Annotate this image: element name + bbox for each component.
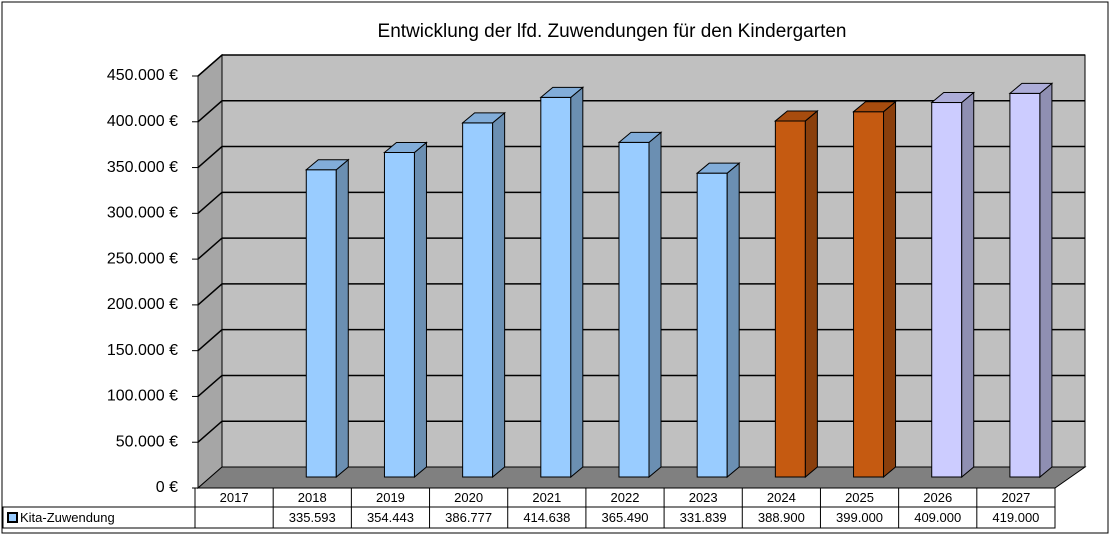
bar-side <box>335 158 349 479</box>
y-tick-label: 250.000 € <box>107 250 178 267</box>
data-label: 335.593 <box>289 510 336 525</box>
bar <box>931 102 963 478</box>
y-tick-label: 50.000 € <box>116 433 178 450</box>
bar <box>696 172 728 478</box>
data-label: 331.839 <box>680 510 727 525</box>
bar-top <box>617 131 663 143</box>
grid-line <box>197 54 1085 77</box>
bar-side <box>804 109 818 479</box>
x-tick-label: 2020 <box>454 490 483 505</box>
x-tick-label: 2017 <box>220 490 249 505</box>
bar-side <box>570 86 584 479</box>
data-label: 414.638 <box>523 510 570 525</box>
x-tick-label: 2025 <box>845 490 874 505</box>
bar <box>1009 92 1041 478</box>
side-wall <box>197 53 223 490</box>
data-label: 419.000 <box>992 510 1039 525</box>
chart-title: Entwicklung der lfd. Zuwendungen für den… <box>378 21 847 42</box>
x-tick-label: 2023 <box>689 490 718 505</box>
bar-top <box>930 92 976 104</box>
bar <box>462 122 494 478</box>
x-tick-label: 2019 <box>376 490 405 505</box>
data-label: 354.443 <box>367 510 414 525</box>
bar-top <box>383 141 428 153</box>
y-tick-label: 200.000 € <box>107 296 178 313</box>
x-tick-label: 2026 <box>923 490 952 505</box>
bar <box>383 151 415 478</box>
bar-top <box>461 112 507 124</box>
y-tick-label: 300.000 € <box>107 205 178 222</box>
bar <box>540 96 572 478</box>
data-label: 409.000 <box>914 510 961 525</box>
bar-side <box>492 111 506 479</box>
x-tick-label: 2024 <box>767 490 796 505</box>
bar <box>774 120 806 478</box>
data-label: 399.000 <box>836 510 883 525</box>
bar-side <box>1039 82 1053 479</box>
y-tick-label: 450.000 € <box>107 67 178 84</box>
bar-side <box>648 131 662 479</box>
legend-label: Kita-Zuwendung <box>20 510 115 525</box>
bar <box>618 141 650 478</box>
bar-top <box>304 159 350 171</box>
bar-side <box>413 141 427 479</box>
data-label: 388.900 <box>758 510 805 525</box>
x-tick-label: 2021 <box>532 490 561 505</box>
bar-side <box>961 91 975 479</box>
x-tick-label: 2027 <box>1001 490 1030 505</box>
x-tick-label: 2018 <box>298 490 327 505</box>
legend-key <box>7 512 18 523</box>
y-tick-label: 350.000 € <box>107 159 178 176</box>
grid-line <box>197 100 1085 123</box>
bar-side <box>726 162 740 479</box>
bar-top <box>1008 82 1054 94</box>
data-label: 386.777 <box>445 510 492 525</box>
bar-side <box>883 100 897 479</box>
bar-top <box>773 110 819 122</box>
bar-top <box>695 162 741 174</box>
bar-top <box>539 86 585 98</box>
bar <box>853 111 885 478</box>
y-tick-label: 100.000 € <box>107 388 178 405</box>
y-tick-label: 0 € <box>156 479 178 496</box>
bar <box>305 169 337 478</box>
x-tick-label: 2022 <box>611 490 640 505</box>
bar-top <box>852 101 897 113</box>
data-label: 365.490 <box>602 510 649 525</box>
y-tick-label: 150.000 € <box>107 342 178 359</box>
y-tick-label: 400.000 € <box>107 113 178 130</box>
